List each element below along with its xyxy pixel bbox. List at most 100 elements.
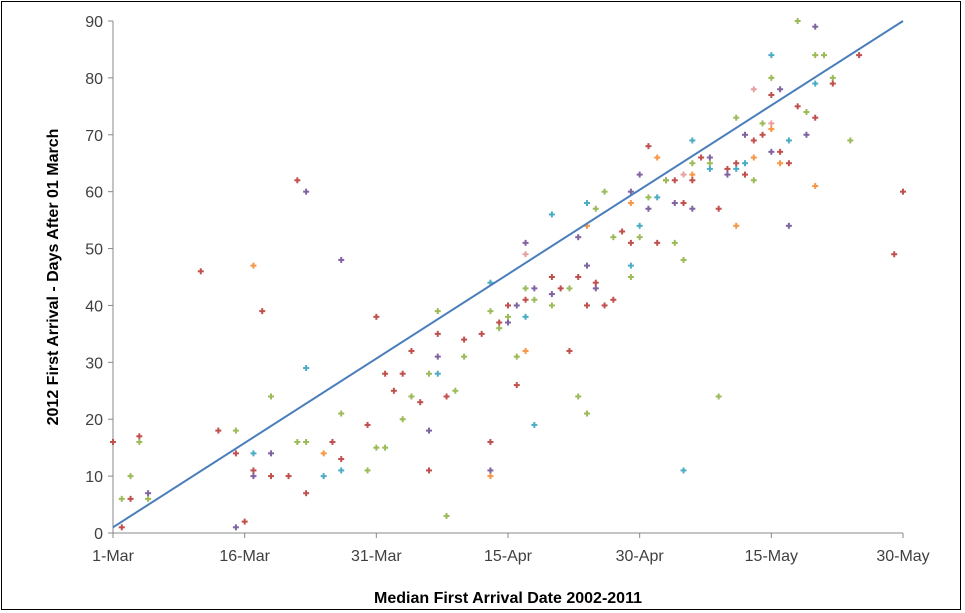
data-point [785, 137, 792, 144]
y-tick-label: 90 [85, 14, 103, 31]
data-point [364, 421, 371, 428]
data-point [338, 456, 345, 463]
data-point [829, 74, 836, 81]
x-tick-label: 16-Mar [219, 548, 270, 565]
data-point [259, 308, 266, 315]
data-point [268, 393, 274, 400]
y-tick-label: 0 [94, 526, 103, 543]
data-point [566, 347, 573, 354]
data-point [522, 285, 529, 292]
x-tick-label: 30-Apr [616, 548, 665, 565]
data-point [557, 285, 564, 292]
data-point [847, 137, 854, 144]
data-point [127, 495, 134, 502]
data-point [698, 154, 705, 161]
data-point [566, 285, 573, 292]
data-point [750, 154, 757, 161]
data-point [794, 103, 801, 110]
data-point [118, 524, 125, 531]
data-point [601, 302, 608, 309]
data-point [750, 86, 757, 93]
data-points [110, 18, 906, 531]
data-point [891, 251, 898, 258]
data-point [338, 467, 345, 474]
data-point [390, 387, 397, 394]
data-point [715, 205, 722, 212]
data-point [777, 148, 784, 155]
data-point [443, 393, 450, 400]
data-point [627, 200, 634, 207]
y-tick-label: 40 [85, 298, 103, 315]
data-point [829, 80, 836, 87]
data-point [136, 438, 143, 445]
data-point [645, 194, 652, 201]
data-point [575, 393, 582, 400]
data-point [232, 450, 239, 457]
data-point [768, 52, 775, 59]
data-point [110, 438, 116, 445]
data-point [303, 365, 310, 372]
data-point [250, 262, 257, 269]
data-point [724, 165, 731, 172]
data-point [382, 370, 389, 377]
data-point [487, 473, 494, 480]
x-tick-label: 31-Mar [351, 548, 402, 565]
data-point [803, 109, 810, 116]
data-point [461, 336, 468, 343]
data-point [742, 131, 748, 138]
x-tick-label: 1-Mar [92, 548, 134, 565]
data-point [733, 160, 740, 167]
data-point [487, 467, 494, 474]
data-point [601, 188, 608, 195]
data-point [680, 200, 687, 207]
data-point [145, 495, 152, 502]
data-point [627, 274, 634, 280]
data-point [768, 126, 775, 133]
data-point [768, 120, 775, 127]
data-point [768, 148, 775, 155]
data-point [197, 268, 204, 275]
data-point [803, 131, 810, 138]
data-point [654, 194, 661, 201]
data-point [522, 296, 529, 303]
data-point [777, 160, 784, 167]
data-point [434, 330, 441, 337]
data-point [689, 177, 696, 184]
data-point [426, 370, 432, 377]
data-point [268, 450, 274, 457]
data-point [426, 427, 432, 434]
x-axis-title: Median First Arrival Date 2002-2011 [374, 590, 642, 607]
data-point [232, 427, 239, 434]
data-point [531, 296, 538, 303]
data-point [408, 393, 415, 400]
data-point [742, 171, 748, 178]
data-point [689, 205, 696, 212]
data-point [496, 325, 503, 332]
data-point [513, 302, 520, 309]
data-point [671, 239, 678, 246]
data-point [592, 205, 599, 212]
data-point [777, 86, 784, 93]
data-point [627, 262, 634, 269]
data-point [759, 131, 766, 138]
data-point [785, 160, 792, 167]
data-point [584, 262, 590, 269]
data-point [382, 444, 389, 451]
data-point [513, 382, 520, 389]
data-point [584, 200, 590, 207]
y-tick-label: 70 [85, 128, 103, 145]
data-point [663, 177, 669, 184]
data-point [680, 467, 687, 474]
data-point [627, 239, 634, 246]
data-point [654, 154, 661, 161]
data-point [654, 239, 661, 246]
data-point [671, 200, 678, 207]
data-point [768, 91, 775, 98]
y-axis-title: 2012 First Arrival - Days After 01 March [45, 129, 62, 426]
data-point [592, 285, 599, 292]
data-point [584, 410, 590, 417]
data-point [680, 171, 687, 178]
data-point [408, 347, 415, 354]
data-point [680, 256, 687, 263]
